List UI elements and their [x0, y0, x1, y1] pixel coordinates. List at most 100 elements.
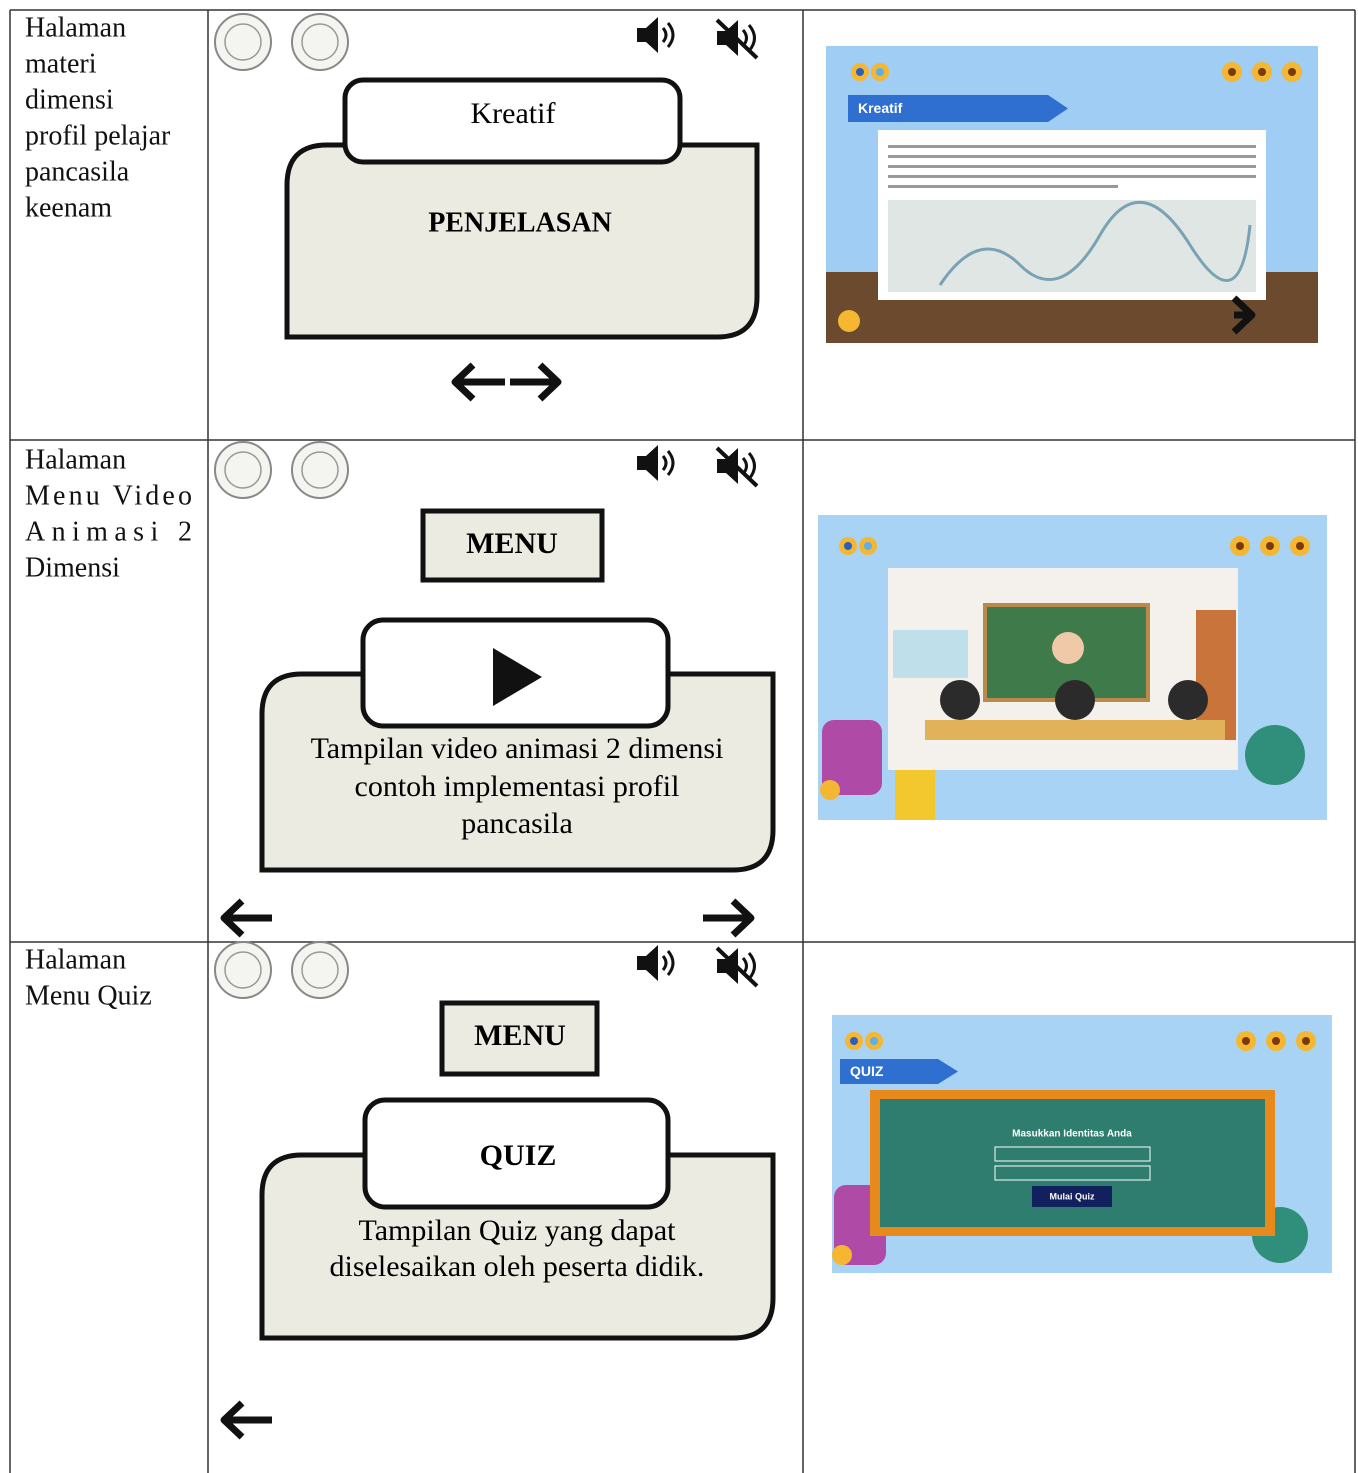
logo-inner	[224, 23, 262, 61]
sound-icon	[637, 945, 658, 981]
arrow-head	[451, 362, 476, 402]
form-title: Masukkan Identitas Anda	[1012, 1129, 1132, 1140]
text-line	[888, 165, 1256, 168]
text-line	[888, 155, 1256, 158]
illustration	[888, 200, 1256, 292]
student	[1168, 680, 1208, 720]
row-label: dimensi	[25, 84, 114, 115]
info-glyph	[864, 542, 872, 550]
button-glyph	[1266, 542, 1274, 550]
row-label: Menu Video	[25, 480, 192, 511]
mute-icon	[717, 948, 738, 984]
row-label: pancasila	[25, 156, 130, 187]
caption-line: pancasila	[461, 807, 573, 840]
button-glyph	[1296, 542, 1304, 550]
info-glyph	[870, 1037, 878, 1045]
logo	[214, 441, 272, 499]
button-glyph	[1228, 68, 1236, 76]
class-input[interactable]	[994, 1165, 1151, 1181]
row-label: Dimensi	[25, 552, 120, 583]
sound-wave	[661, 22, 675, 48]
logo	[214, 941, 272, 999]
info-glyph	[876, 68, 884, 76]
caption-line: diselesaikan oleh peserta didik.	[330, 1250, 705, 1283]
arrow-head	[1231, 295, 1256, 335]
content-panel	[284, 142, 760, 340]
sound-wave	[661, 450, 675, 476]
row-label: Halaman	[25, 944, 126, 975]
row-label: Halaman	[25, 444, 126, 475]
title-tab	[840, 1059, 958, 1084]
home-glyph	[856, 68, 864, 76]
header-text: QUIZ	[480, 1139, 557, 1172]
logo-inner	[224, 951, 262, 989]
logo	[214, 13, 272, 71]
sound-icon	[637, 17, 658, 53]
caption-line: contoh implementasi profil	[355, 770, 680, 803]
teacher	[1052, 632, 1084, 664]
table-grid	[9, 9, 1356, 1473]
logo	[291, 941, 349, 999]
row-label: materi	[25, 48, 97, 79]
board	[880, 1099, 1265, 1227]
name-input[interactable]	[994, 1146, 1151, 1162]
logo-inner	[224, 451, 262, 489]
button-glyph	[1242, 1037, 1250, 1045]
mute-slash	[715, 946, 759, 988]
menu-box	[420, 508, 605, 583]
play-icon	[493, 648, 542, 706]
caption-line: Tampilan video animasi 2 dimensi	[311, 732, 724, 765]
book	[895, 770, 935, 820]
sound-wave	[661, 950, 675, 976]
arrow-head	[730, 898, 755, 938]
title-tab	[848, 95, 1068, 122]
button-glyph	[1302, 1037, 1310, 1045]
arrow-head	[537, 362, 562, 402]
globe	[1245, 725, 1305, 785]
back-button	[820, 780, 840, 800]
sound-icon	[637, 445, 658, 481]
home-glyph	[850, 1037, 858, 1045]
row-label: profil pelajar	[25, 120, 171, 151]
logo	[291, 13, 349, 71]
tab-title: Kreatif	[858, 100, 903, 116]
menu-text: MENU	[466, 527, 558, 560]
back-button	[838, 310, 860, 332]
arrow-head	[220, 1400, 245, 1440]
body-text: PENJELASAN	[428, 207, 612, 238]
world-map	[893, 630, 968, 678]
mute-icon	[717, 20, 738, 56]
row-label: Menu Quiz	[25, 980, 152, 1011]
mute-icon	[717, 448, 738, 484]
mute-slash	[715, 446, 759, 488]
tab-title: QUIZ	[850, 1063, 884, 1079]
arrow-head	[220, 898, 245, 938]
start-button-label: Mulai Quiz	[1050, 1191, 1096, 1201]
student	[1055, 680, 1095, 720]
button-glyph	[1272, 1037, 1280, 1045]
menu-box	[439, 1000, 600, 1077]
button-glyph	[1288, 68, 1296, 76]
start-button[interactable]	[1032, 1186, 1112, 1207]
mute-slash	[715, 18, 759, 60]
row-label: Animasi 2	[25, 516, 192, 547]
student	[940, 680, 980, 720]
button-glyph	[1236, 542, 1244, 550]
illustration-doodle	[938, 200, 1252, 286]
menu-text: MENU	[474, 1019, 566, 1052]
logo-inner	[301, 951, 339, 989]
back-button	[832, 1245, 852, 1265]
row-label: Halaman	[25, 12, 126, 43]
logo	[291, 441, 349, 499]
backpack	[822, 720, 882, 795]
header-box	[362, 1097, 671, 1210]
header-box	[342, 77, 683, 165]
text-line	[888, 185, 1118, 188]
caption-line: Tampilan Quiz yang dapat	[359, 1214, 677, 1247]
button-glyph	[1258, 68, 1266, 76]
desk-row	[925, 720, 1225, 740]
logo-inner	[301, 23, 339, 61]
row-label: keenam	[25, 192, 112, 223]
